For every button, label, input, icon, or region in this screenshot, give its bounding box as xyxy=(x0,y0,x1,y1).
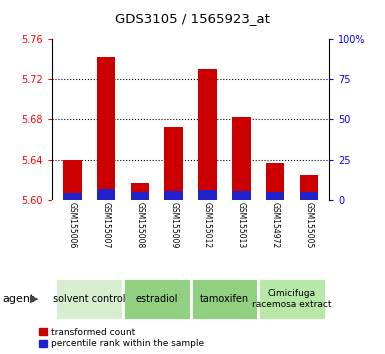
Bar xyxy=(164,191,183,200)
Bar xyxy=(63,160,82,200)
Bar xyxy=(131,183,149,200)
Bar xyxy=(300,175,318,200)
Text: ▶: ▶ xyxy=(30,294,38,304)
Bar xyxy=(97,189,116,200)
Bar xyxy=(198,190,217,200)
Bar xyxy=(198,69,217,200)
Text: GSM155009: GSM155009 xyxy=(169,202,178,249)
Bar xyxy=(131,192,149,200)
Text: GDS3105 / 1565923_at: GDS3105 / 1565923_at xyxy=(115,12,270,25)
Text: GSM155007: GSM155007 xyxy=(102,202,110,249)
Text: GSM155006: GSM155006 xyxy=(68,202,77,249)
Bar xyxy=(55,278,123,320)
Bar xyxy=(232,191,251,200)
Text: GSM155005: GSM155005 xyxy=(305,202,313,249)
Text: tamoxifen: tamoxifen xyxy=(200,294,249,304)
Bar xyxy=(300,192,318,200)
Bar xyxy=(258,278,326,320)
Text: GSM155008: GSM155008 xyxy=(136,202,144,249)
Bar xyxy=(266,192,285,200)
Text: GSM155013: GSM155013 xyxy=(237,202,246,249)
Text: Cimicifuga
racemosa extract: Cimicifuga racemosa extract xyxy=(252,290,332,309)
Bar xyxy=(97,57,116,200)
Bar xyxy=(63,193,82,200)
Text: estradiol: estradiol xyxy=(136,294,178,304)
Legend: transformed count, percentile rank within the sample: transformed count, percentile rank withi… xyxy=(39,328,204,348)
Bar xyxy=(266,163,285,200)
Bar xyxy=(123,278,191,320)
Text: GSM155012: GSM155012 xyxy=(203,202,212,249)
Text: GSM154972: GSM154972 xyxy=(271,202,280,249)
Text: solvent control: solvent control xyxy=(53,294,126,304)
Bar xyxy=(164,126,183,200)
Bar xyxy=(191,278,258,320)
Bar xyxy=(232,118,251,200)
Text: agent: agent xyxy=(2,294,34,304)
